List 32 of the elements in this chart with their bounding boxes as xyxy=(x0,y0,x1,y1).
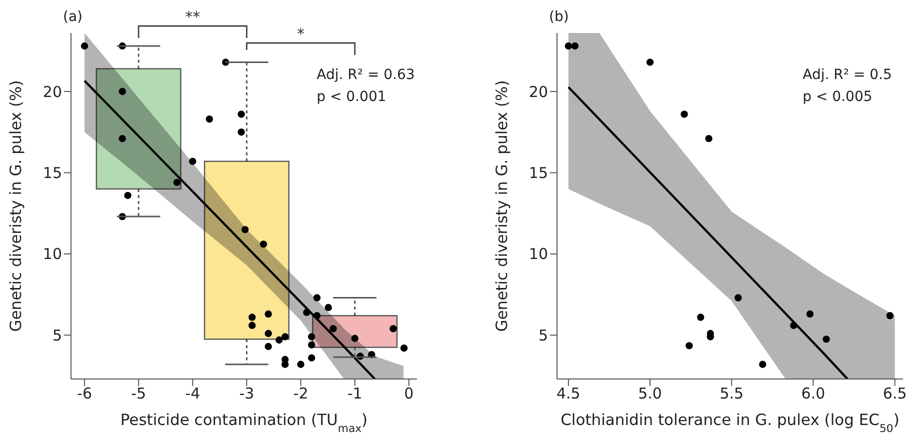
y-tick-label: 15 xyxy=(42,164,62,182)
x-tick-label: 6.0 xyxy=(801,384,826,403)
x-tick-label: -2 xyxy=(293,384,308,403)
text: ** xyxy=(184,8,202,26)
annotation: p < 0.001 xyxy=(316,89,386,105)
y-tick-label: 10 xyxy=(42,245,62,264)
chart-title: (a) xyxy=(63,9,83,25)
x-tick-label: -4 xyxy=(185,384,200,403)
y-tick-label: 15 xyxy=(528,164,548,182)
x-tick-label: -6 xyxy=(77,384,92,403)
x-tick-label: -5 xyxy=(131,384,146,403)
annotation: p < 0.005 xyxy=(802,89,872,105)
x-tick-label: 5.5 xyxy=(720,384,744,403)
x-axis-title: Clothianidin tolerance in G. pulex (log EC$_{50}$) xyxy=(560,411,900,434)
x-tick-label: 0 xyxy=(404,384,414,403)
x-tick-label: 4.5 xyxy=(556,384,580,403)
x-axis-title: Pesticide contamination (TU$_{max}$) xyxy=(120,411,368,434)
annotation: Adj. R² = 0.5 xyxy=(802,67,892,83)
y-axis-title: Genetic diveristy in G. pulex (%) xyxy=(493,80,511,332)
x-tick-label: 6.5 xyxy=(882,384,907,403)
y-tick-label: 5 xyxy=(52,326,62,344)
y-tick-label: 20 xyxy=(528,82,548,101)
y-tick-label: 10 xyxy=(528,245,548,264)
annotation: * xyxy=(296,25,306,43)
x-tick-label: -1 xyxy=(347,384,362,403)
chart-title: (b) xyxy=(549,9,569,25)
x-tick-label: -3 xyxy=(239,384,254,403)
y-tick-label: 20 xyxy=(42,82,62,101)
y-tick-label: 5 xyxy=(538,326,548,344)
annotation: Adj. R² = 0.63 xyxy=(316,67,415,83)
x-tick-label: 5.0 xyxy=(638,384,662,403)
y-axis-title: Genetic diveristy in G. pulex (%) xyxy=(7,80,25,332)
